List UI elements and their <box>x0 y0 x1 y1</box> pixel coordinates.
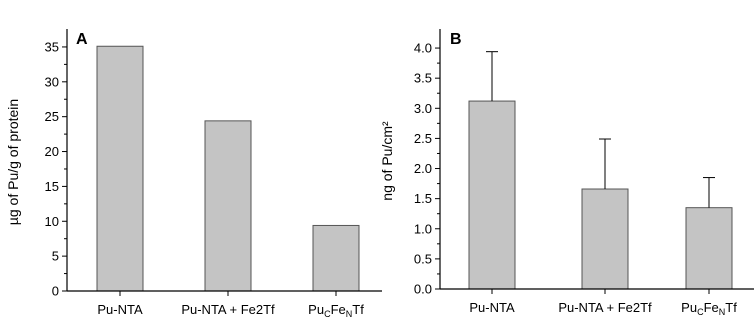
b-category-label-1: Pu-NTA <box>469 300 515 315</box>
b-category-label-2: Pu-NTA + Fe2Tf <box>558 300 652 315</box>
a-bar-1 <box>96 45 144 292</box>
b-y-tick-label-8: 4.0 <box>414 41 432 56</box>
b-y-axis-title: ng of Pu/cm² <box>379 121 395 201</box>
a-y-tick-label-0: 0 <box>52 284 59 299</box>
panel-b-chart: Pu-NTA Pu-NTA + Fe2Tf PuCFeNTf 0.0 0.5 1.0 1.5… <box>379 29 754 317</box>
b-y-tick-label-5: 2.5 <box>414 131 432 146</box>
a-panel-label: A <box>76 31 88 48</box>
b-y-tick-label-2: 1.0 <box>414 221 432 236</box>
a-bar-3 <box>312 224 360 292</box>
panel-a-chart: Pu-NTA Pu-NTA + Fe2Tf PuCFeNTf 0 5 10 15 20 25 30… <box>5 29 382 319</box>
b-y-tick-label-6: 3.0 <box>414 101 432 116</box>
b-y-tick-label-0: 0.0 <box>414 282 432 297</box>
b-panel-label: B <box>450 31 462 48</box>
a-y-tick-label-5: 25 <box>45 109 59 124</box>
b-category-label-3: PuCFeNTf <box>681 300 737 317</box>
a-y-tick-label-3: 15 <box>45 179 59 194</box>
b-bar-2 <box>581 188 629 290</box>
a-category-label-2: Pu-NTA + Fe2Tf <box>181 302 275 317</box>
a-y-tick-label-1: 5 <box>52 249 59 264</box>
b-y-tick-label-3: 1.5 <box>414 191 432 206</box>
b-y-tick-label-1: 0.5 <box>414 251 432 266</box>
a-y-axis-title: µg of Pu/g of protein <box>5 99 21 225</box>
b-y-tick-label-4: 2.0 <box>414 161 432 176</box>
a-y-tick-label-6: 30 <box>45 74 59 89</box>
a-category-label-1: Pu-NTA <box>97 302 143 317</box>
a-y-tick-label-2: 10 <box>45 214 59 229</box>
a-category-label-3: PuCFeNTf <box>308 302 364 319</box>
a-y-tick-label-4: 20 <box>45 144 59 159</box>
b-bar-3 <box>685 207 733 290</box>
a-y-tick-label-7: 35 <box>45 39 59 54</box>
b-y-tick-label-7: 3.5 <box>414 71 432 86</box>
b-bar-1 <box>468 100 516 290</box>
a-bar-2 <box>204 120 252 292</box>
